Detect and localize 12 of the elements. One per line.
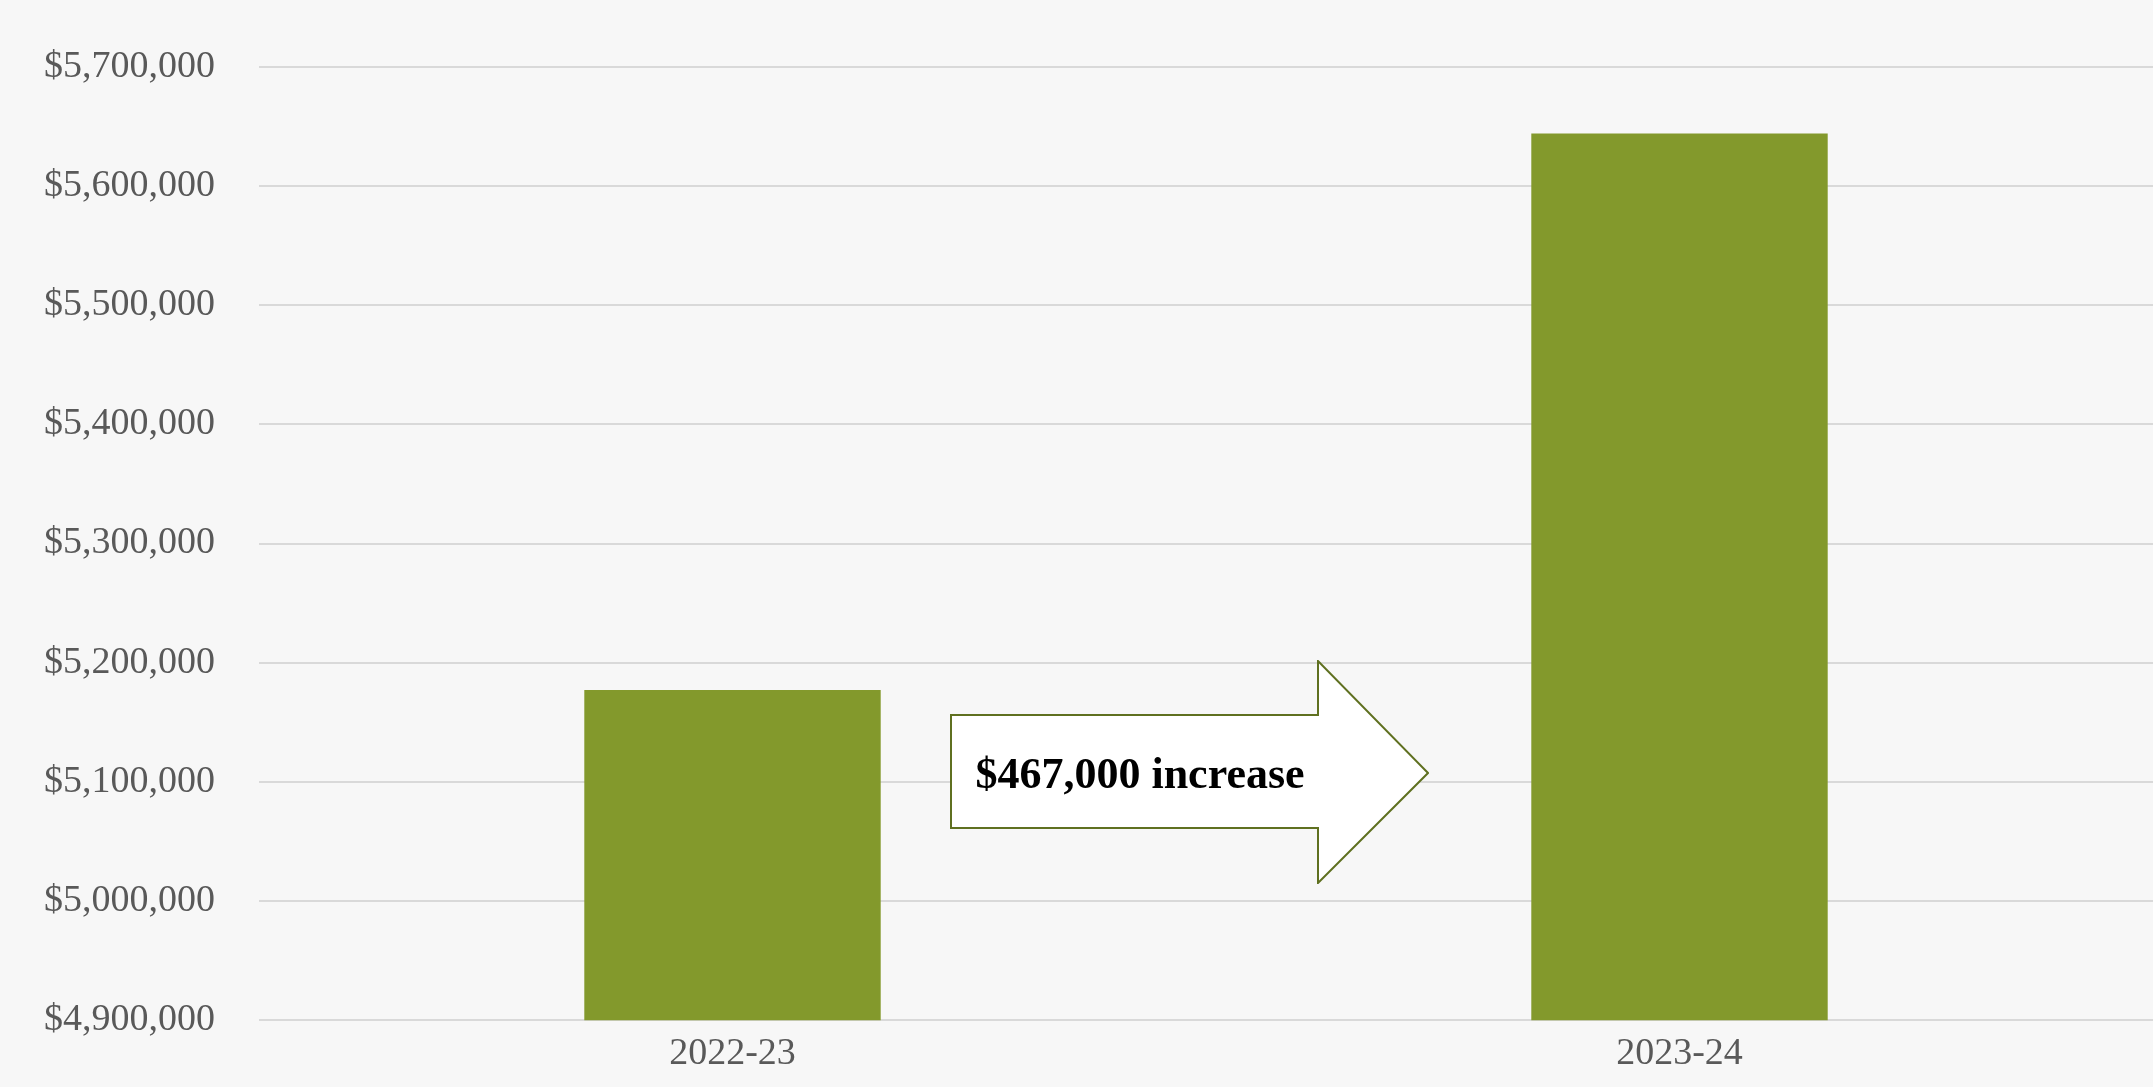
y-tick-label: $5,400,000 (44, 400, 215, 443)
y-tick-label: $5,200,000 (44, 638, 215, 681)
x-tick-label: 2023-24 (1616, 1029, 1743, 1072)
y-tick-label: $5,600,000 (44, 161, 215, 204)
annotation: $467,000 increase (974, 748, 1306, 799)
y-tick-label: $5,500,000 (44, 281, 215, 324)
x-tick-label: 2022-23 (669, 1029, 796, 1072)
y-tick-label: $5,700,000 (44, 42, 215, 85)
y-tick-label: $4,900,000 (44, 996, 215, 1039)
y-tick-label: $5,000,000 (44, 877, 215, 920)
y-tick-label: $5,300,000 (44, 519, 215, 562)
y-tick-label: $5,100,000 (44, 757, 215, 800)
